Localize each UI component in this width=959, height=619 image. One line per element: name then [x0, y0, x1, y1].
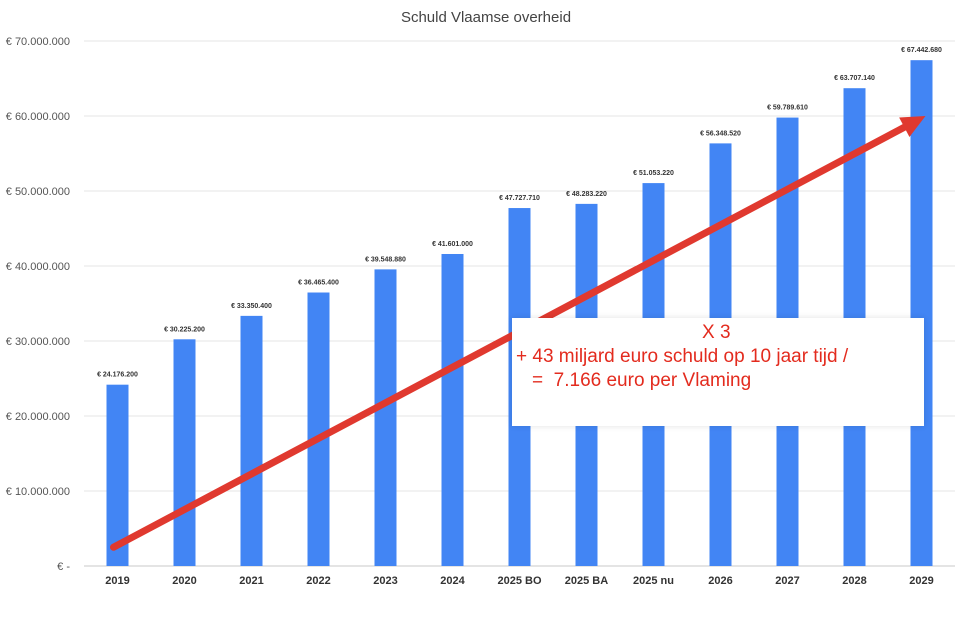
- y-tick-label: € 50.000.000: [6, 186, 70, 198]
- y-tick-label: € 20.000.000: [6, 411, 70, 423]
- chart-title: Schuld Vlaamse overheid: [401, 9, 571, 26]
- bars: [106, 60, 933, 567]
- y-tick-label: € 60.000.000: [6, 111, 70, 123]
- x-tick-label: 2028: [842, 575, 866, 587]
- x-tick-label: 2022: [306, 575, 330, 587]
- data-label: € 24.176.200: [97, 372, 138, 379]
- x-tick-label: 2026: [708, 575, 732, 587]
- y-tick-label: € 70.000.000: [6, 36, 70, 48]
- data-label: € 48.283.220: [566, 191, 607, 198]
- x-tick-label: 2029: [909, 575, 933, 587]
- data-label: € 39.548.880: [365, 256, 406, 263]
- annotation-factor: X 3: [702, 322, 731, 343]
- x-axis-ticks: 2019 2020 2021 2022 2023 2024 2025 BO 2025 BA 20…: [105, 575, 933, 587]
- x-tick-label: 2021: [239, 575, 263, 587]
- annotation-per-person: = 7.166 euro per Vlaming: [532, 370, 752, 391]
- bar: [106, 384, 129, 566]
- x-tick-label: 2019: [105, 575, 129, 587]
- x-tick-label: 2020: [172, 575, 196, 587]
- bar: [374, 269, 397, 566]
- data-label: € 30.225.200: [164, 326, 205, 333]
- data-label: € 63.707.140: [834, 75, 875, 82]
- y-tick-label: € -: [57, 561, 70, 573]
- bar: [173, 339, 196, 566]
- x-tick-label: 2025 BA: [565, 575, 608, 587]
- data-label: € 67.442.680: [901, 47, 942, 54]
- x-tick-label: 2025 BO: [497, 575, 541, 587]
- annotation-total-debt: + 43 miljard euro schuld op 10 jaar tijd…: [516, 346, 849, 367]
- x-tick-label: 2023: [373, 575, 397, 587]
- bar: [910, 60, 933, 566]
- bar: [307, 292, 330, 566]
- data-label: € 33.350.400: [231, 303, 272, 310]
- data-label: € 47.727.710: [499, 195, 540, 202]
- data-label: € 51.053.220: [633, 170, 674, 177]
- bar: [441, 253, 464, 566]
- trend-arrow-head: [899, 116, 926, 137]
- x-tick-label: 2024: [440, 575, 465, 587]
- annotation-box: X 3 + 43 miljard euro schuld op 10 jaar …: [512, 318, 924, 426]
- y-tick-label: € 10.000.000: [6, 486, 70, 498]
- trend-arrow: [110, 116, 926, 551]
- y-tick-label: € 40.000.000: [6, 261, 70, 273]
- data-label: € 41.601.000: [432, 241, 473, 248]
- x-tick-label: 2025 nu: [633, 575, 674, 587]
- trend-arrow-shaft: [110, 123, 908, 551]
- data-label: € 36.465.400: [298, 280, 339, 287]
- data-labels: € 24.176.200 € 30.225.200 € 33.350.400 € 36…: [97, 47, 942, 378]
- data-label: € 59.789.610: [767, 105, 808, 112]
- y-tick-label: € 30.000.000: [6, 336, 70, 348]
- bar: [240, 315, 263, 566]
- data-label: € 56.348.520: [700, 130, 741, 137]
- x-tick-label: 2027: [775, 575, 799, 587]
- y-axis-ticks: € - € 10.000.000 € 20.000.000 € 30.000.000 €…: [6, 36, 71, 573]
